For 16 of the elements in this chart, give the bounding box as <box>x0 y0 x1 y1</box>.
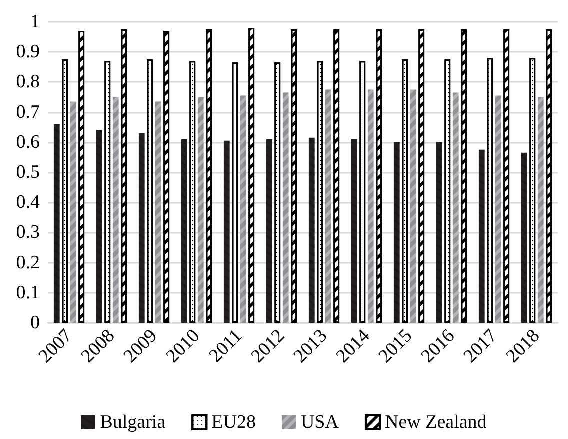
y-tick-label: 1 <box>30 12 40 32</box>
y-tick-label: 0.2 <box>16 252 40 274</box>
y-tick-label: 0.8 <box>16 72 40 93</box>
y-tick-label: 0.3 <box>16 222 40 244</box>
y-tick-label: 0 <box>30 312 40 334</box>
y-tick-label: 0.1 <box>16 282 40 304</box>
legend-label: New Zealand <box>384 412 488 433</box>
y-tick-label: 0.7 <box>16 102 40 123</box>
y-tick-label: 0.4 <box>16 192 40 214</box>
legend-label: USA <box>300 412 340 433</box>
x-tick-label: 2011 <box>205 326 247 367</box>
y-tick-label: 0.6 <box>16 132 40 153</box>
legend-label: EU28 <box>212 412 256 433</box>
legend-label: Bulgaria <box>100 412 166 433</box>
y-tick-label: 0.9 <box>16 42 40 63</box>
y-tick-label: 0.5 <box>16 162 40 183</box>
